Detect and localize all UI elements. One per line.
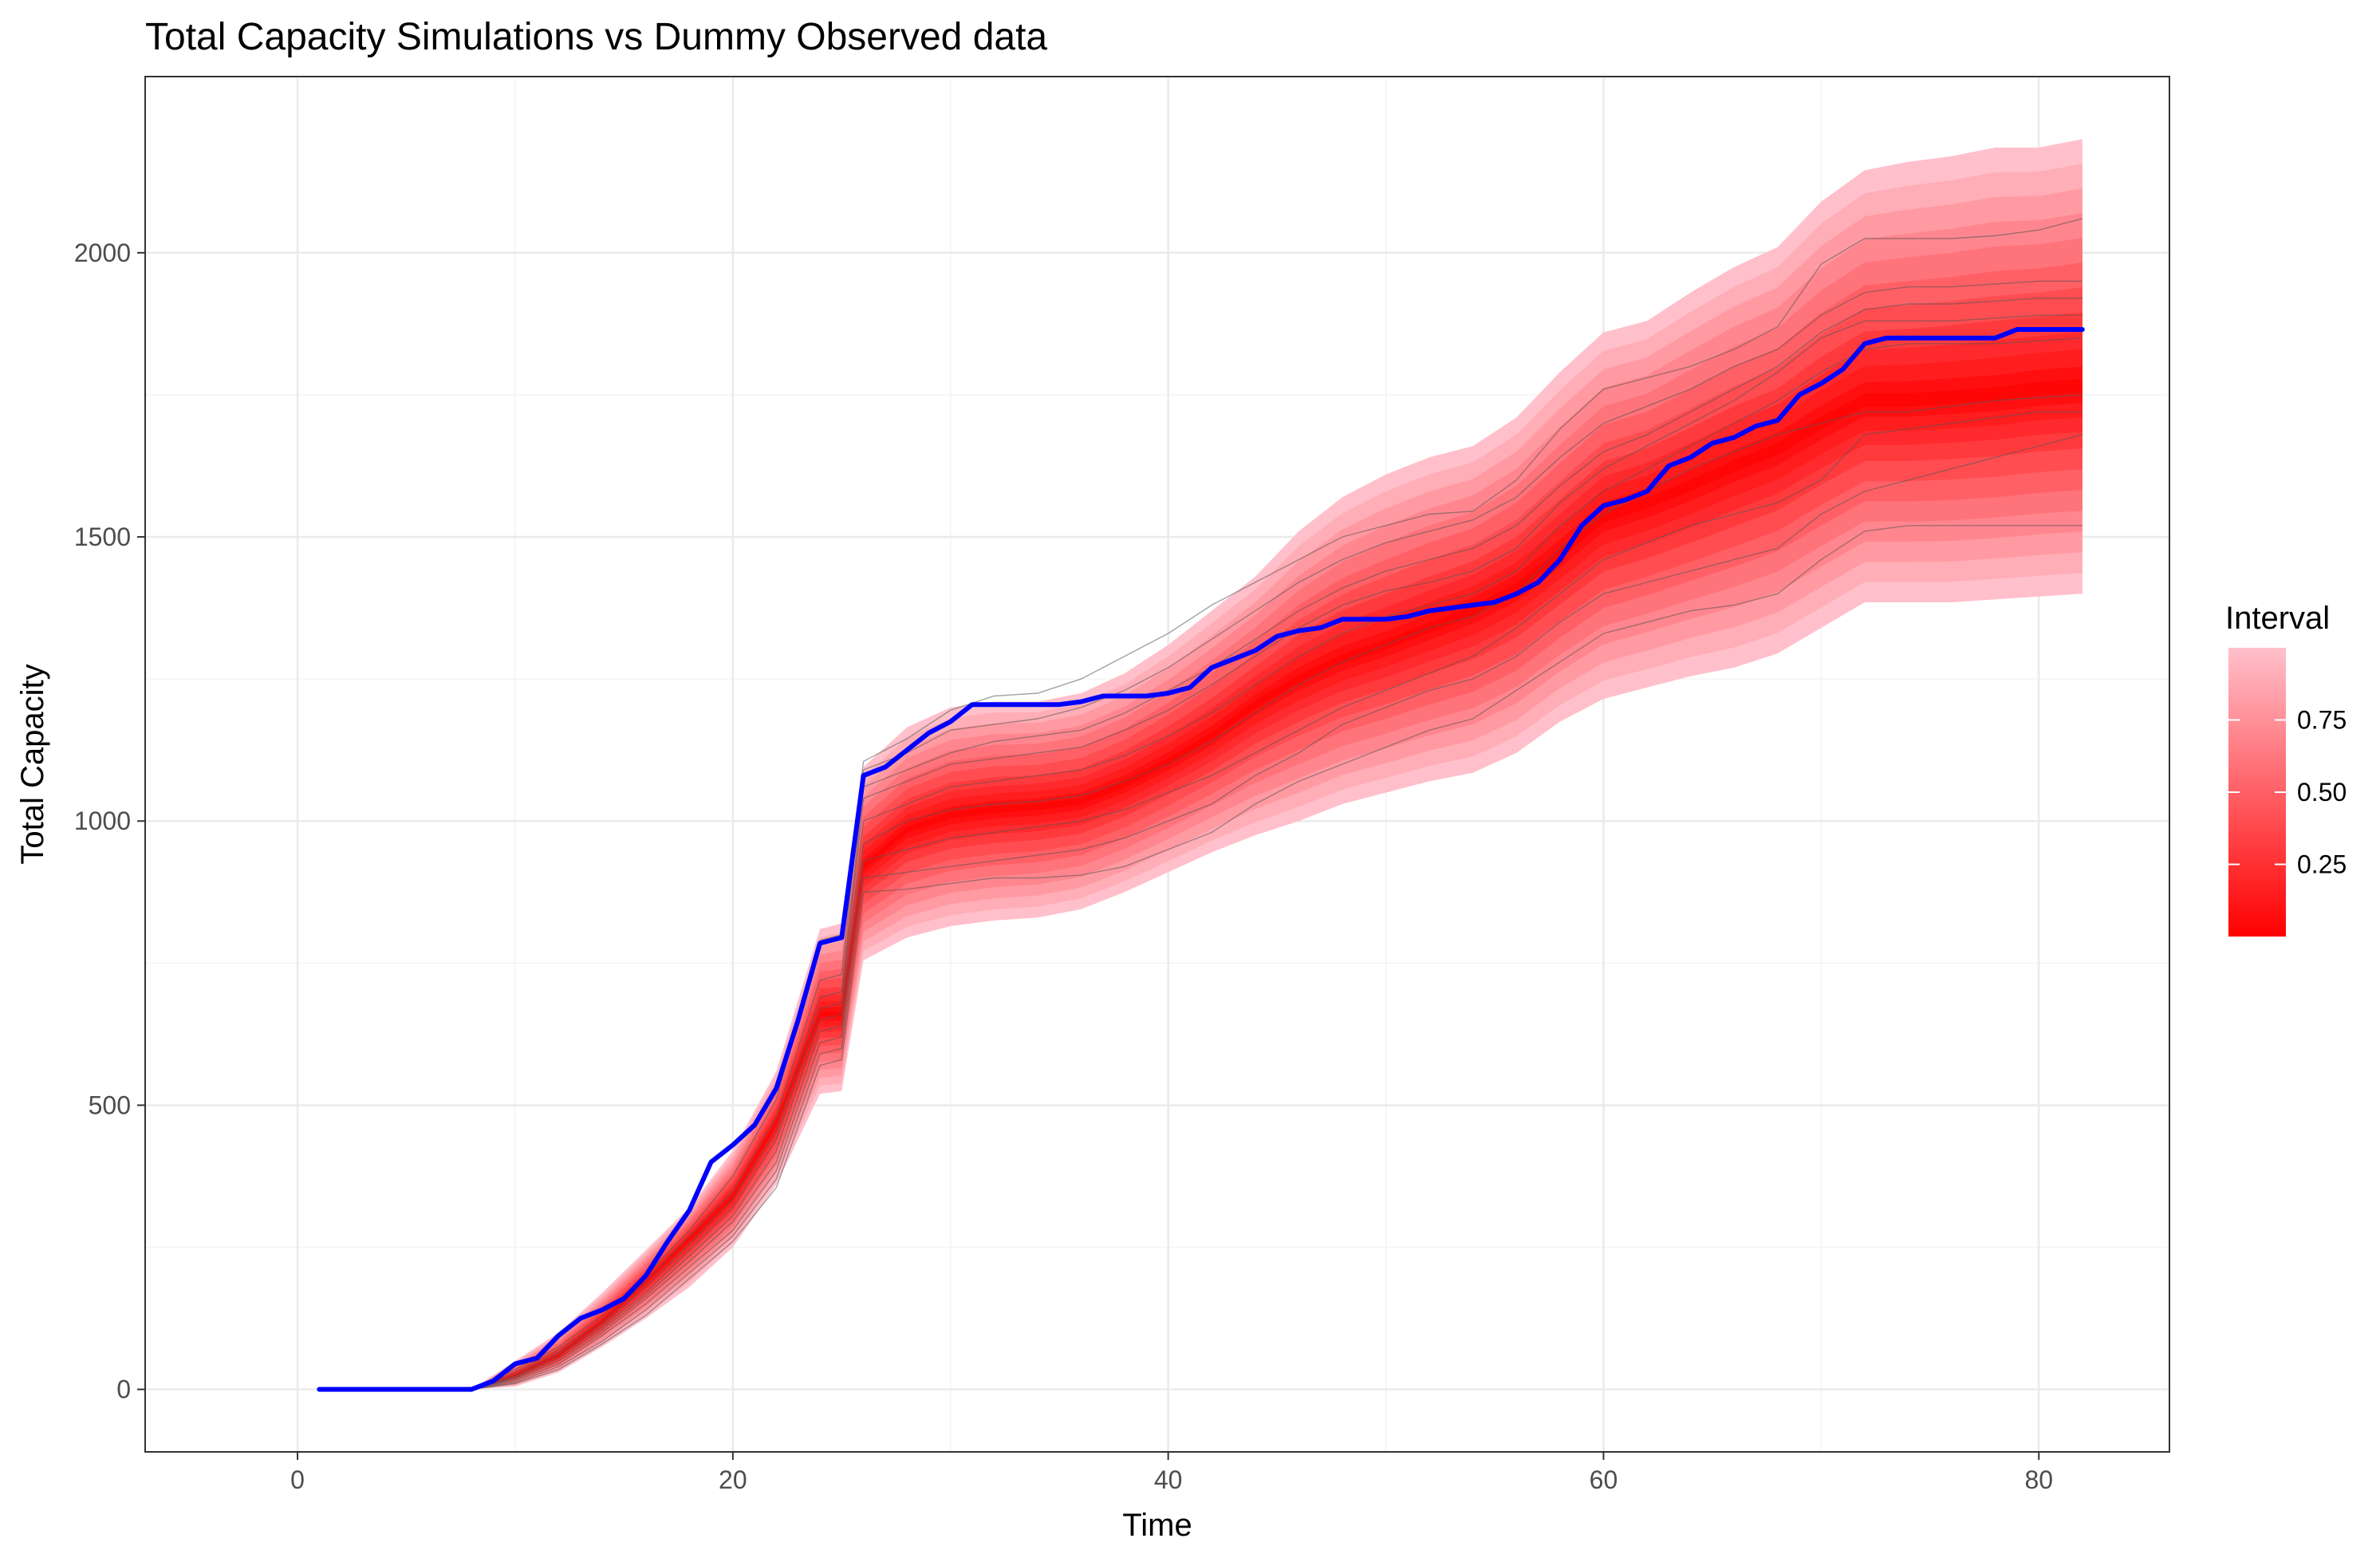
simulation-lines bbox=[319, 218, 2082, 1390]
x-tick-label: 40 bbox=[1154, 1465, 1183, 1494]
y-tick-label: 2000 bbox=[74, 239, 131, 267]
x-axis: 0 20 40 60 80 bbox=[290, 1452, 2053, 1494]
y-tick-label: 0 bbox=[116, 1375, 131, 1404]
chart-title: Total Capacity Simulations vs Dummy Obse… bbox=[145, 16, 1047, 58]
simulation-line bbox=[319, 411, 2082, 1390]
x-tick-label: 60 bbox=[1590, 1465, 1618, 1494]
y-axis-title: Total Capacity bbox=[15, 664, 50, 864]
simulation-line bbox=[319, 337, 2082, 1390]
x-tick-label: 0 bbox=[290, 1465, 305, 1494]
x-axis-title: Time bbox=[1122, 1508, 1192, 1543]
simulation-line bbox=[319, 218, 2082, 1390]
legend-tick-label: 0.25 bbox=[2297, 850, 2347, 879]
x-tick-label: 80 bbox=[2024, 1465, 2053, 1494]
y-tick-label: 500 bbox=[89, 1091, 131, 1119]
plot-border bbox=[144, 76, 2170, 1453]
simulation-line bbox=[319, 434, 2082, 1390]
legend-ticks: 0.25 0.50 0.75 bbox=[2228, 706, 2347, 879]
interval-band-layer bbox=[319, 287, 2082, 1390]
x-tick-label: 20 bbox=[719, 1465, 747, 1494]
y-tick-label: 1500 bbox=[74, 523, 131, 551]
legend-tick-label: 0.75 bbox=[2297, 706, 2347, 735]
y-tick-label: 1000 bbox=[74, 807, 131, 835]
simulation-line bbox=[319, 394, 2082, 1390]
simulation-line bbox=[319, 314, 2082, 1390]
simulation-line bbox=[319, 298, 2082, 1390]
simulation-line bbox=[319, 525, 2082, 1390]
y-axis: 0 500 1000 1500 2000 bbox=[74, 239, 145, 1404]
legend-tick-label: 0.50 bbox=[2297, 778, 2347, 807]
interval-band-layer bbox=[319, 332, 2082, 1390]
legend: Interval 0.25 0.50 0.75 bbox=[2225, 601, 2347, 937]
observed-line bbox=[317, 327, 2085, 1392]
simulation-line bbox=[319, 280, 2082, 1390]
legend-title: Interval bbox=[2225, 601, 2330, 636]
observed-series bbox=[317, 327, 2085, 1392]
